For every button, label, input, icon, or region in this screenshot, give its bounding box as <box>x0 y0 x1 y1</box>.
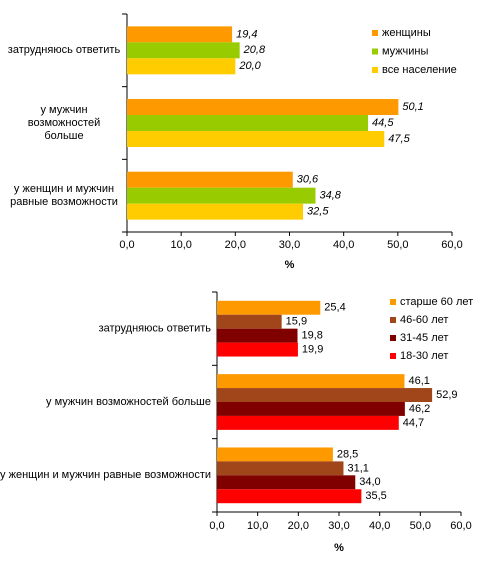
legend-label: 31-45 лет <box>400 332 448 344</box>
category-label: затрудняюсь ответить <box>99 323 212 335</box>
category-label: затрудняюсь ответить <box>7 43 121 56</box>
bar <box>217 314 282 329</box>
legend-swatch <box>372 48 378 55</box>
value-label: 19,4 <box>236 28 257 40</box>
x-tick-label: 40,0 <box>333 239 354 251</box>
value-label: 34,8 <box>320 190 342 202</box>
category-label: затрудняюсь ответить <box>7 43 121 56</box>
value-label: 19,8 <box>302 330 323 342</box>
bar <box>217 489 362 504</box>
x-tick-label: 10,0 <box>247 520 268 532</box>
value-label: 35,5 <box>365 490 386 502</box>
x-tick-label: 0,0 <box>119 239 134 251</box>
x-tick-label: 60,0 <box>441 239 462 251</box>
value-label: 44,5 <box>372 117 394 129</box>
value-label: 52,9 <box>436 389 457 401</box>
bar <box>217 475 356 490</box>
bar <box>217 374 405 389</box>
value-label: 34,0 <box>359 476 380 488</box>
value-label: 20,0 <box>238 60 261 72</box>
category-label: у мужчин возможностей больше <box>46 396 211 408</box>
value-label: 31,1 <box>347 462 368 474</box>
x-tick-label: 50,0 <box>387 239 408 251</box>
x-tick-label: 40,0 <box>369 520 390 532</box>
bar <box>217 415 399 430</box>
category-label: у мужчин возможностей больше <box>27 103 101 142</box>
value-label: 19,9 <box>302 343 323 355</box>
value-label: 44,7 <box>403 417 424 429</box>
bar <box>127 171 293 188</box>
bar <box>127 187 316 204</box>
x-tick-label: 0,0 <box>209 520 224 532</box>
value-label: 50,1 <box>402 101 423 113</box>
category-label: у мужчин возможностей больше <box>27 103 101 142</box>
legend-swatch <box>390 353 396 359</box>
x-axis-title: % <box>285 259 295 271</box>
bar <box>127 115 369 131</box>
value-label: 28,5 <box>337 448 358 460</box>
bar <box>217 402 405 416</box>
value-label: 32,5 <box>307 206 329 218</box>
legend-label: 46-60 лет <box>400 314 448 326</box>
value-label: 20,8 <box>243 44 266 56</box>
value-label: 30,6 <box>297 174 319 186</box>
bar <box>127 42 240 59</box>
value-label: 47,5 <box>388 133 410 145</box>
bar <box>127 130 385 147</box>
x-tick-label: 20,0 <box>225 239 246 251</box>
bar <box>127 99 399 116</box>
legend-swatch <box>390 299 396 305</box>
bar <box>217 447 333 462</box>
bar <box>127 26 233 43</box>
legend-label: 18-30 лет <box>400 350 448 362</box>
x-tick-label: 50,0 <box>410 520 431 532</box>
legend-swatch <box>390 335 396 341</box>
x-tick-label: 30,0 <box>279 239 300 251</box>
bar <box>217 342 298 357</box>
legend-label: все население <box>382 64 457 76</box>
legend-swatch <box>390 317 396 323</box>
bar <box>217 461 344 476</box>
x-tick-label: 30,0 <box>328 520 349 532</box>
legend-swatch <box>372 30 378 36</box>
bar <box>127 58 236 75</box>
category-label: у женщин и мужчин равные возможности <box>10 182 118 208</box>
bar <box>217 388 433 402</box>
value-label: 46,1 <box>408 375 429 387</box>
bar <box>217 300 321 315</box>
bar <box>127 203 304 220</box>
legend-label: мужчины <box>382 45 428 57</box>
x-tick-label: 60,0 <box>450 520 471 532</box>
category-label: у женщин и мужчин равные возможности <box>10 182 118 208</box>
bar <box>217 328 298 343</box>
value-label: 15,9 <box>286 316 307 328</box>
value-label: 25,4 <box>324 302 345 314</box>
x-tick-label: 20,0 <box>288 520 309 532</box>
x-tick-label: 10,0 <box>170 239 191 251</box>
category-label: у женщин и мужчин равные возможности <box>0 469 211 481</box>
legend-swatch <box>372 67 378 73</box>
value-label: 46,2 <box>409 403 430 415</box>
legend-label: женщины <box>382 27 431 39</box>
x-axis-title: % <box>334 542 344 554</box>
legend-label: старше 60 лет <box>400 296 473 308</box>
